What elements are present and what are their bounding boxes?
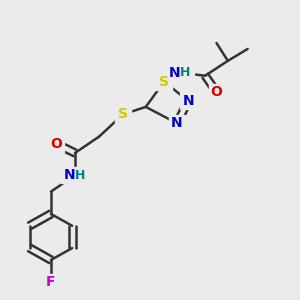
Bar xyxy=(209,84,224,100)
Bar xyxy=(180,93,196,109)
Text: N: N xyxy=(64,168,76,182)
Text: N: N xyxy=(171,116,183,130)
Bar xyxy=(61,167,89,183)
Text: S: S xyxy=(118,107,128,121)
Text: F: F xyxy=(46,275,56,289)
Bar xyxy=(115,106,131,122)
Text: S: S xyxy=(159,75,169,88)
Text: N: N xyxy=(169,66,180,80)
Text: O: O xyxy=(211,85,223,99)
Text: O: O xyxy=(51,137,62,151)
Text: N: N xyxy=(182,94,194,108)
Bar xyxy=(49,136,64,152)
Text: H: H xyxy=(75,169,85,182)
Bar xyxy=(169,115,185,131)
Bar xyxy=(166,64,194,81)
Bar xyxy=(156,74,172,90)
Text: H: H xyxy=(180,66,190,79)
Bar xyxy=(43,274,59,290)
